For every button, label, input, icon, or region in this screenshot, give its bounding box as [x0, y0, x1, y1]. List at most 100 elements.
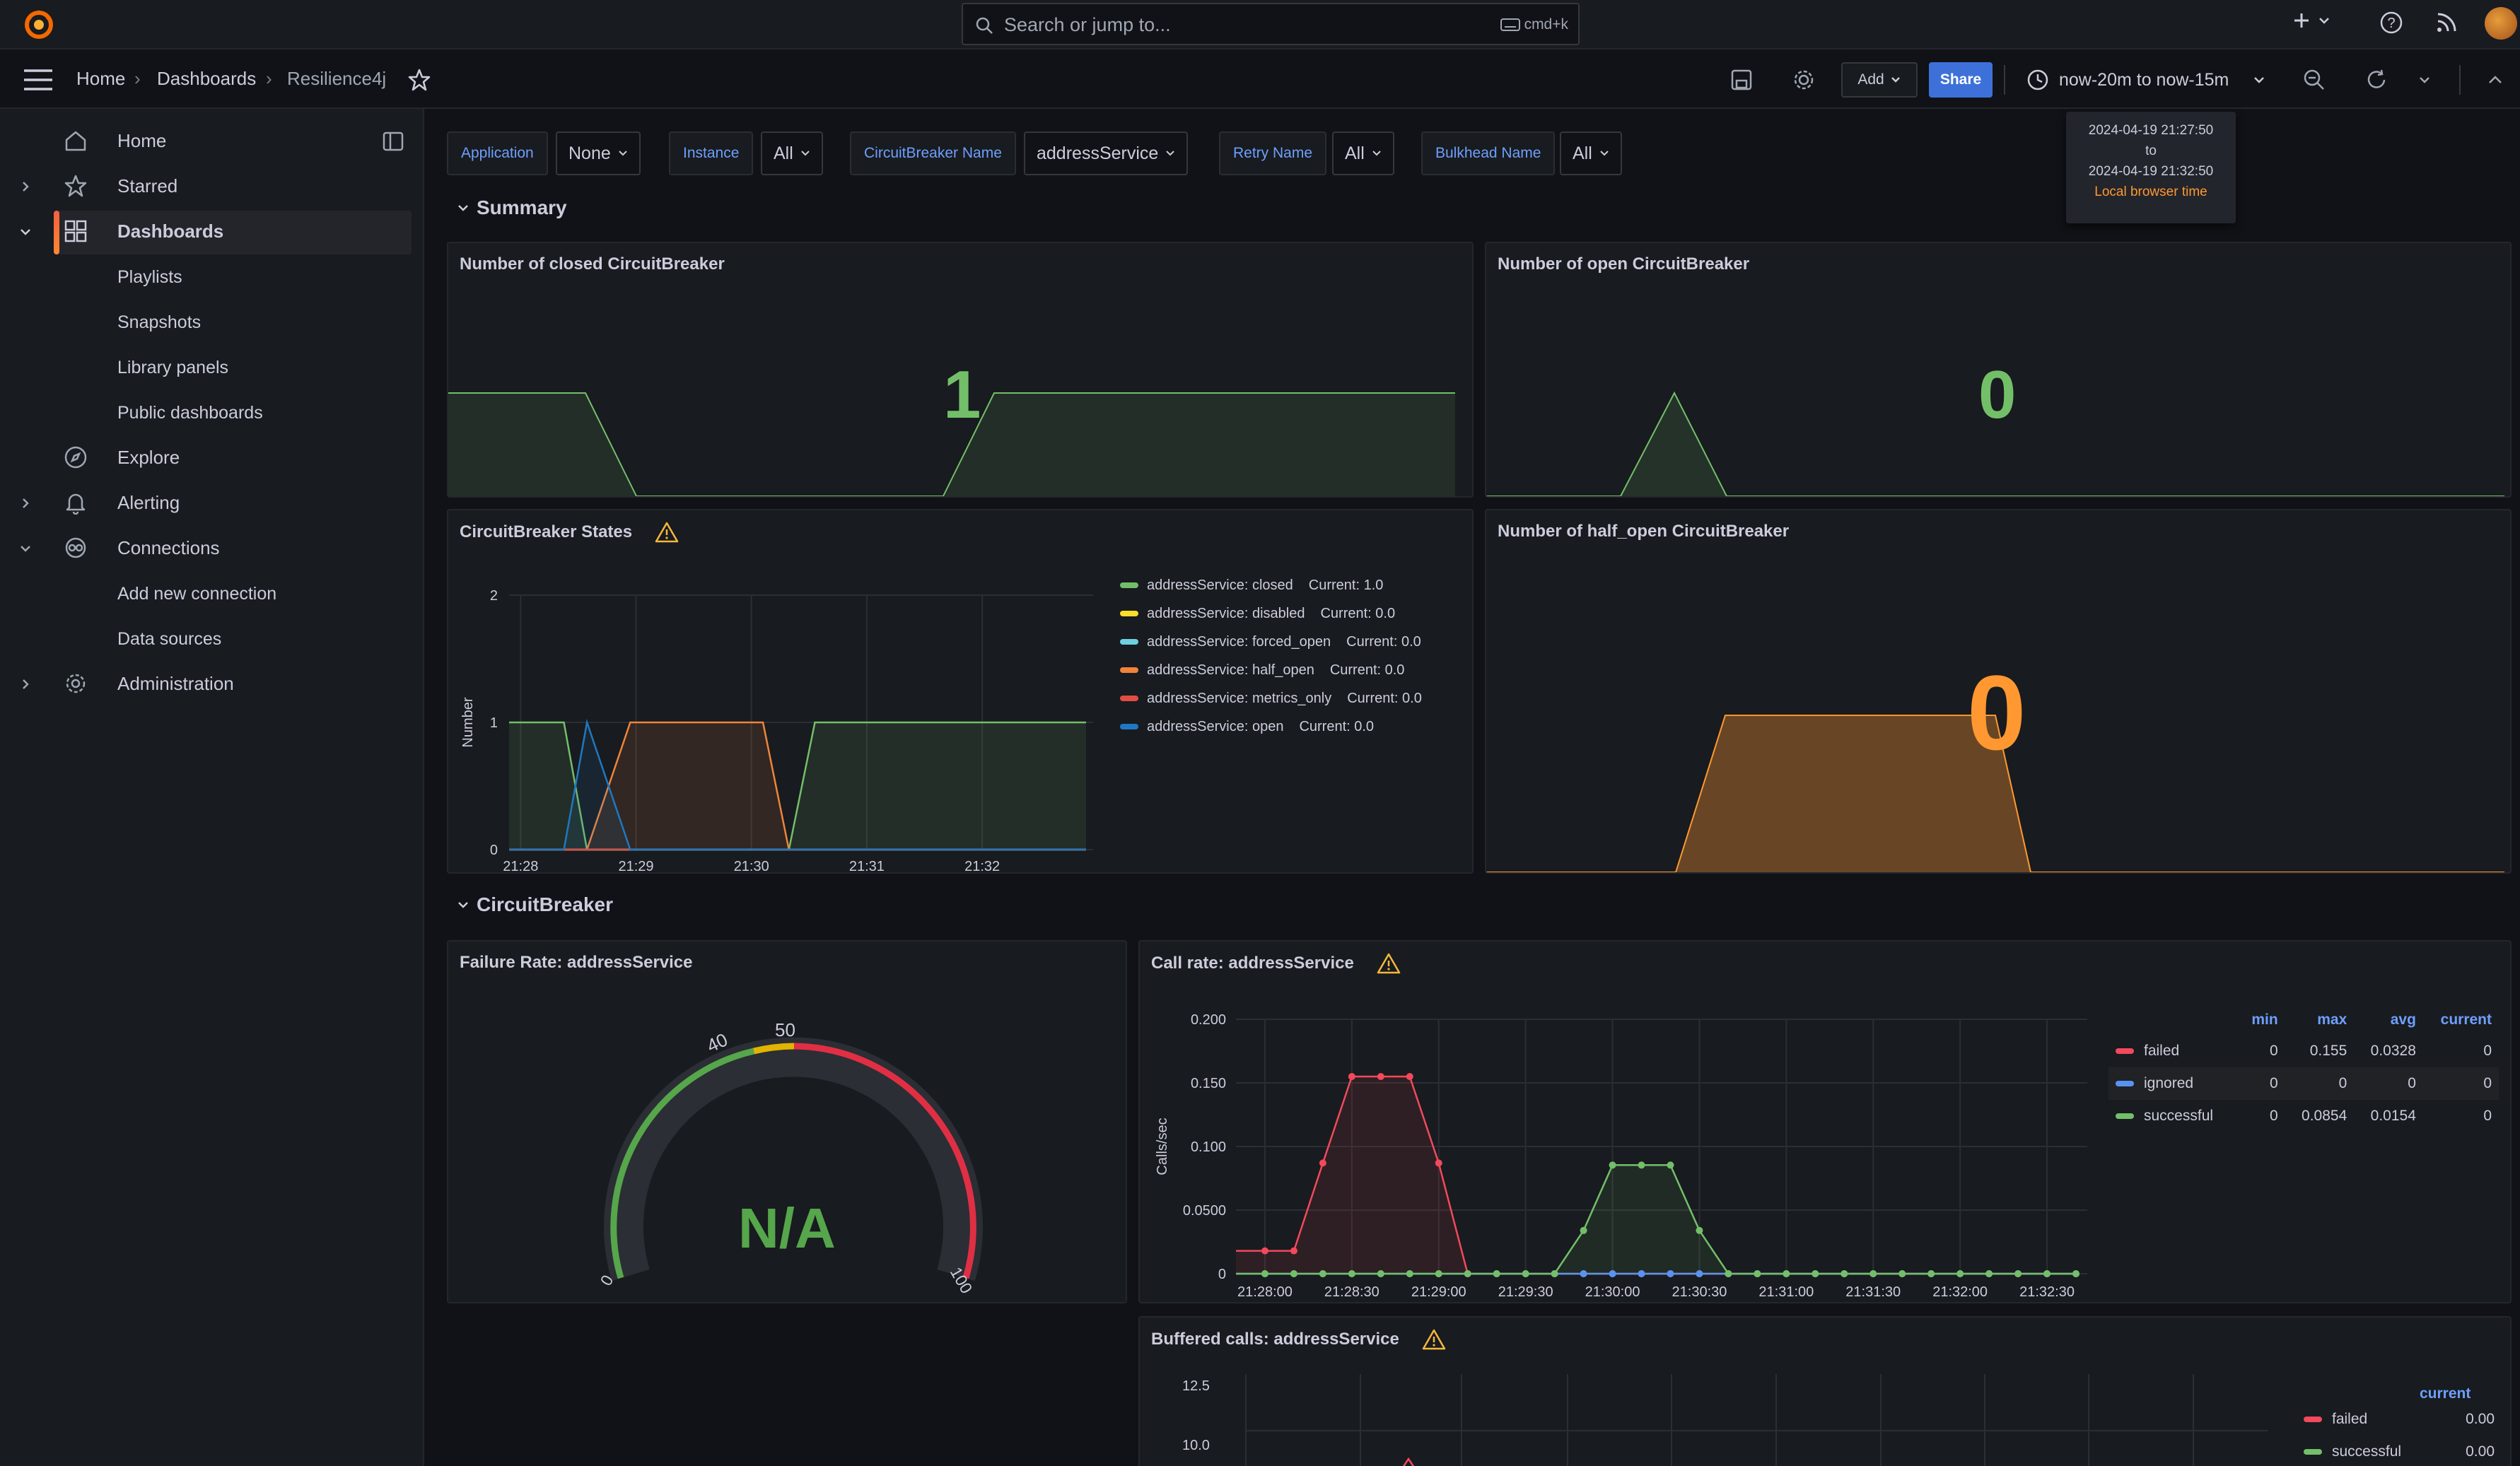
variable-select-bulkhead-name[interactable]: All: [1560, 131, 1622, 175]
chevron-right-icon[interactable]: [18, 496, 33, 510]
data-point: [1638, 1161, 1645, 1169]
table-row[interactable]: ignored 0 0 0 0: [2108, 1067, 2499, 1100]
search-bar[interactable]: Search or jump to... cmd+k: [962, 3, 1580, 45]
data-point: [1493, 1270, 1500, 1277]
sidebar-item-label: Dashboards: [117, 220, 224, 242]
panel-buffered-calls[interactable]: Buffered calls: addressService 12.5 10.0…: [1138, 1316, 2512, 1466]
data-point: [1869, 1270, 1877, 1277]
warning-icon[interactable]: [1422, 1329, 1446, 1350]
data-point: [1927, 1270, 1935, 1277]
x-tick-label: 21:31:30: [1845, 1284, 1901, 1300]
sidebar: [0, 109, 424, 1466]
data-point: [1580, 1226, 1587, 1234]
y-tick: 10.0: [1182, 1438, 1210, 1453]
sidebar-item-playlists[interactable]: Playlists: [117, 267, 182, 287]
panel-failure-rate[interactable]: Failure Rate: addressService 0 40 50 100…: [447, 940, 1127, 1303]
legend-swatch: [1120, 639, 1138, 645]
sidebar-item-home[interactable]: Home: [64, 129, 166, 153]
clock-icon: [2027, 69, 2048, 90]
x-tick-label: 21:30: [734, 859, 769, 874]
sidebar-item-data-sources[interactable]: Data sources: [117, 629, 222, 649]
help-icon[interactable]: ?: [2379, 10, 2404, 35]
search-placeholder: Search or jump to...: [1004, 14, 1171, 35]
panel-call-rate[interactable]: Call rate: addressService 0.200 0.150 0.10…: [1138, 940, 2512, 1303]
chevron-right-icon[interactable]: [18, 677, 33, 691]
data-point: [1985, 1270, 1993, 1277]
x-tick-label: 21:32: [964, 859, 1000, 874]
refresh-icon[interactable]: [2364, 68, 2388, 92]
table-row[interactable]: successful 0 0.0854 0.0154 0: [2108, 1100, 2499, 1132]
chevron-right-icon[interactable]: [18, 180, 33, 194]
news-rss-icon[interactable]: [2434, 10, 2459, 35]
sidebar-item-dashboards[interactable]: Dashboards: [64, 219, 223, 243]
variable-select-circuitbreaker-name[interactable]: addressService: [1024, 131, 1189, 175]
panel-half-open-circuitbreaker[interactable]: Number of half_open CircuitBreaker 0: [1485, 509, 2512, 874]
gear-icon[interactable]: [1792, 68, 1816, 92]
row-circuitbreaker-toggle[interactable]: CircuitBreaker: [457, 893, 613, 916]
data-point: [2014, 1270, 2022, 1277]
legend-item[interactable]: addressService: half_open Current: 0.0: [1120, 656, 1422, 684]
data-point: [1956, 1270, 1964, 1277]
chevron-down-icon[interactable]: [18, 541, 33, 556]
refresh-interval-chevron-icon[interactable]: [2418, 74, 2431, 86]
variable-select-retry-name[interactable]: All: [1332, 131, 1394, 175]
data-point: [1696, 1270, 1703, 1277]
sidebar-item-public-dashboards[interactable]: Public dashboards: [117, 403, 263, 423]
star-icon[interactable]: [407, 68, 431, 92]
time-picker[interactable]: now-20m to now-15m: [2026, 65, 2265, 95]
table-row[interactable]: failed 0 0.155 0.0328 0: [2108, 1035, 2499, 1067]
legend-item[interactable]: addressService: disabled Current: 0.0: [1120, 599, 1422, 628]
chevron-up-icon[interactable]: [2487, 72, 2503, 88]
series-area: [1236, 1077, 2076, 1274]
legend-item[interactable]: addressService: open Current: 0.0: [1120, 713, 1422, 741]
panel-closed-circuitbreaker[interactable]: Number of closed CircuitBreaker 1: [447, 242, 1474, 498]
panel-circuitbreaker-states[interactable]: CircuitBreaker States 2 1 0 21:28 21:29 21:30…: [447, 509, 1474, 874]
new-menu-button[interactable]: [2291, 10, 2331, 31]
row-summary-toggle[interactable]: Summary: [457, 197, 567, 219]
breadcrumb-home[interactable]: Home: [76, 68, 126, 89]
warning-icon[interactable]: [1377, 953, 1401, 974]
sidebar-item-add-new-connection[interactable]: Add new connection: [117, 584, 277, 604]
data-point: [1609, 1270, 1616, 1277]
stat-value: 0: [1967, 653, 2026, 772]
table-row[interactable]: failed 0.00: [2304, 1411, 2495, 1428]
sidebar-item-library-panels[interactable]: Library panels: [117, 358, 229, 377]
warning-icon[interactable]: [655, 522, 679, 543]
x-tick-label: 21:28: [503, 859, 538, 874]
share-button[interactable]: Share: [1929, 62, 1993, 98]
menu-icon[interactable]: [23, 68, 54, 92]
data-point: [1377, 1270, 1384, 1277]
sidebar-item-administration[interactable]: Administration: [64, 672, 234, 696]
sidebar-item-explore[interactable]: Explore: [64, 445, 180, 469]
breadcrumb-dashboards[interactable]: Dashboards: [157, 68, 257, 89]
link-icon: [65, 537, 86, 558]
legend-item[interactable]: addressService: forced_open Current: 0.0: [1120, 628, 1422, 656]
panel-title: Number of open CircuitBreaker: [1498, 254, 1750, 274]
sidebar-active-indicator: [54, 211, 59, 254]
dock-menu-icon[interactable]: [382, 130, 404, 153]
sidebar-item-label: Home: [117, 129, 167, 151]
sidebar-item-snapshots[interactable]: Snapshots: [117, 312, 202, 332]
panel-title: Number of closed CircuitBreaker: [460, 254, 725, 274]
data-point: [1783, 1270, 1790, 1277]
grafana-logo-icon[interactable]: [23, 7, 55, 41]
chevron-down-icon[interactable]: [18, 225, 33, 239]
toolbar-divider: [2459, 65, 2461, 95]
sidebar-item-starred[interactable]: Starred: [64, 174, 177, 198]
variable-select-application[interactable]: None: [556, 131, 641, 175]
x-tick-label: 21:29:30: [1498, 1284, 1553, 1300]
add-button[interactable]: Add: [1841, 62, 1918, 98]
save-icon[interactable]: [1729, 68, 1754, 92]
variable-select-instance[interactable]: All: [761, 131, 823, 175]
sidebar-item-alerting[interactable]: Alerting: [64, 491, 180, 515]
user-avatar[interactable]: [2485, 7, 2517, 40]
chevron-down-icon: [458, 902, 468, 908]
panel-open-circuitbreaker[interactable]: Number of open CircuitBreaker 0: [1485, 242, 2512, 498]
data-point: [1725, 1270, 1732, 1277]
legend-item[interactable]: addressService: metrics_only Current: 0.0: [1120, 684, 1422, 713]
zoom-out-icon[interactable]: [2302, 68, 2326, 92]
legend-item[interactable]: addressService: closed Current: 1.0: [1120, 571, 1422, 599]
chevron-down-icon: [458, 205, 468, 211]
table-row[interactable]: successful 0.00: [2304, 1443, 2495, 1460]
sidebar-item-connections[interactable]: Connections: [64, 536, 220, 560]
